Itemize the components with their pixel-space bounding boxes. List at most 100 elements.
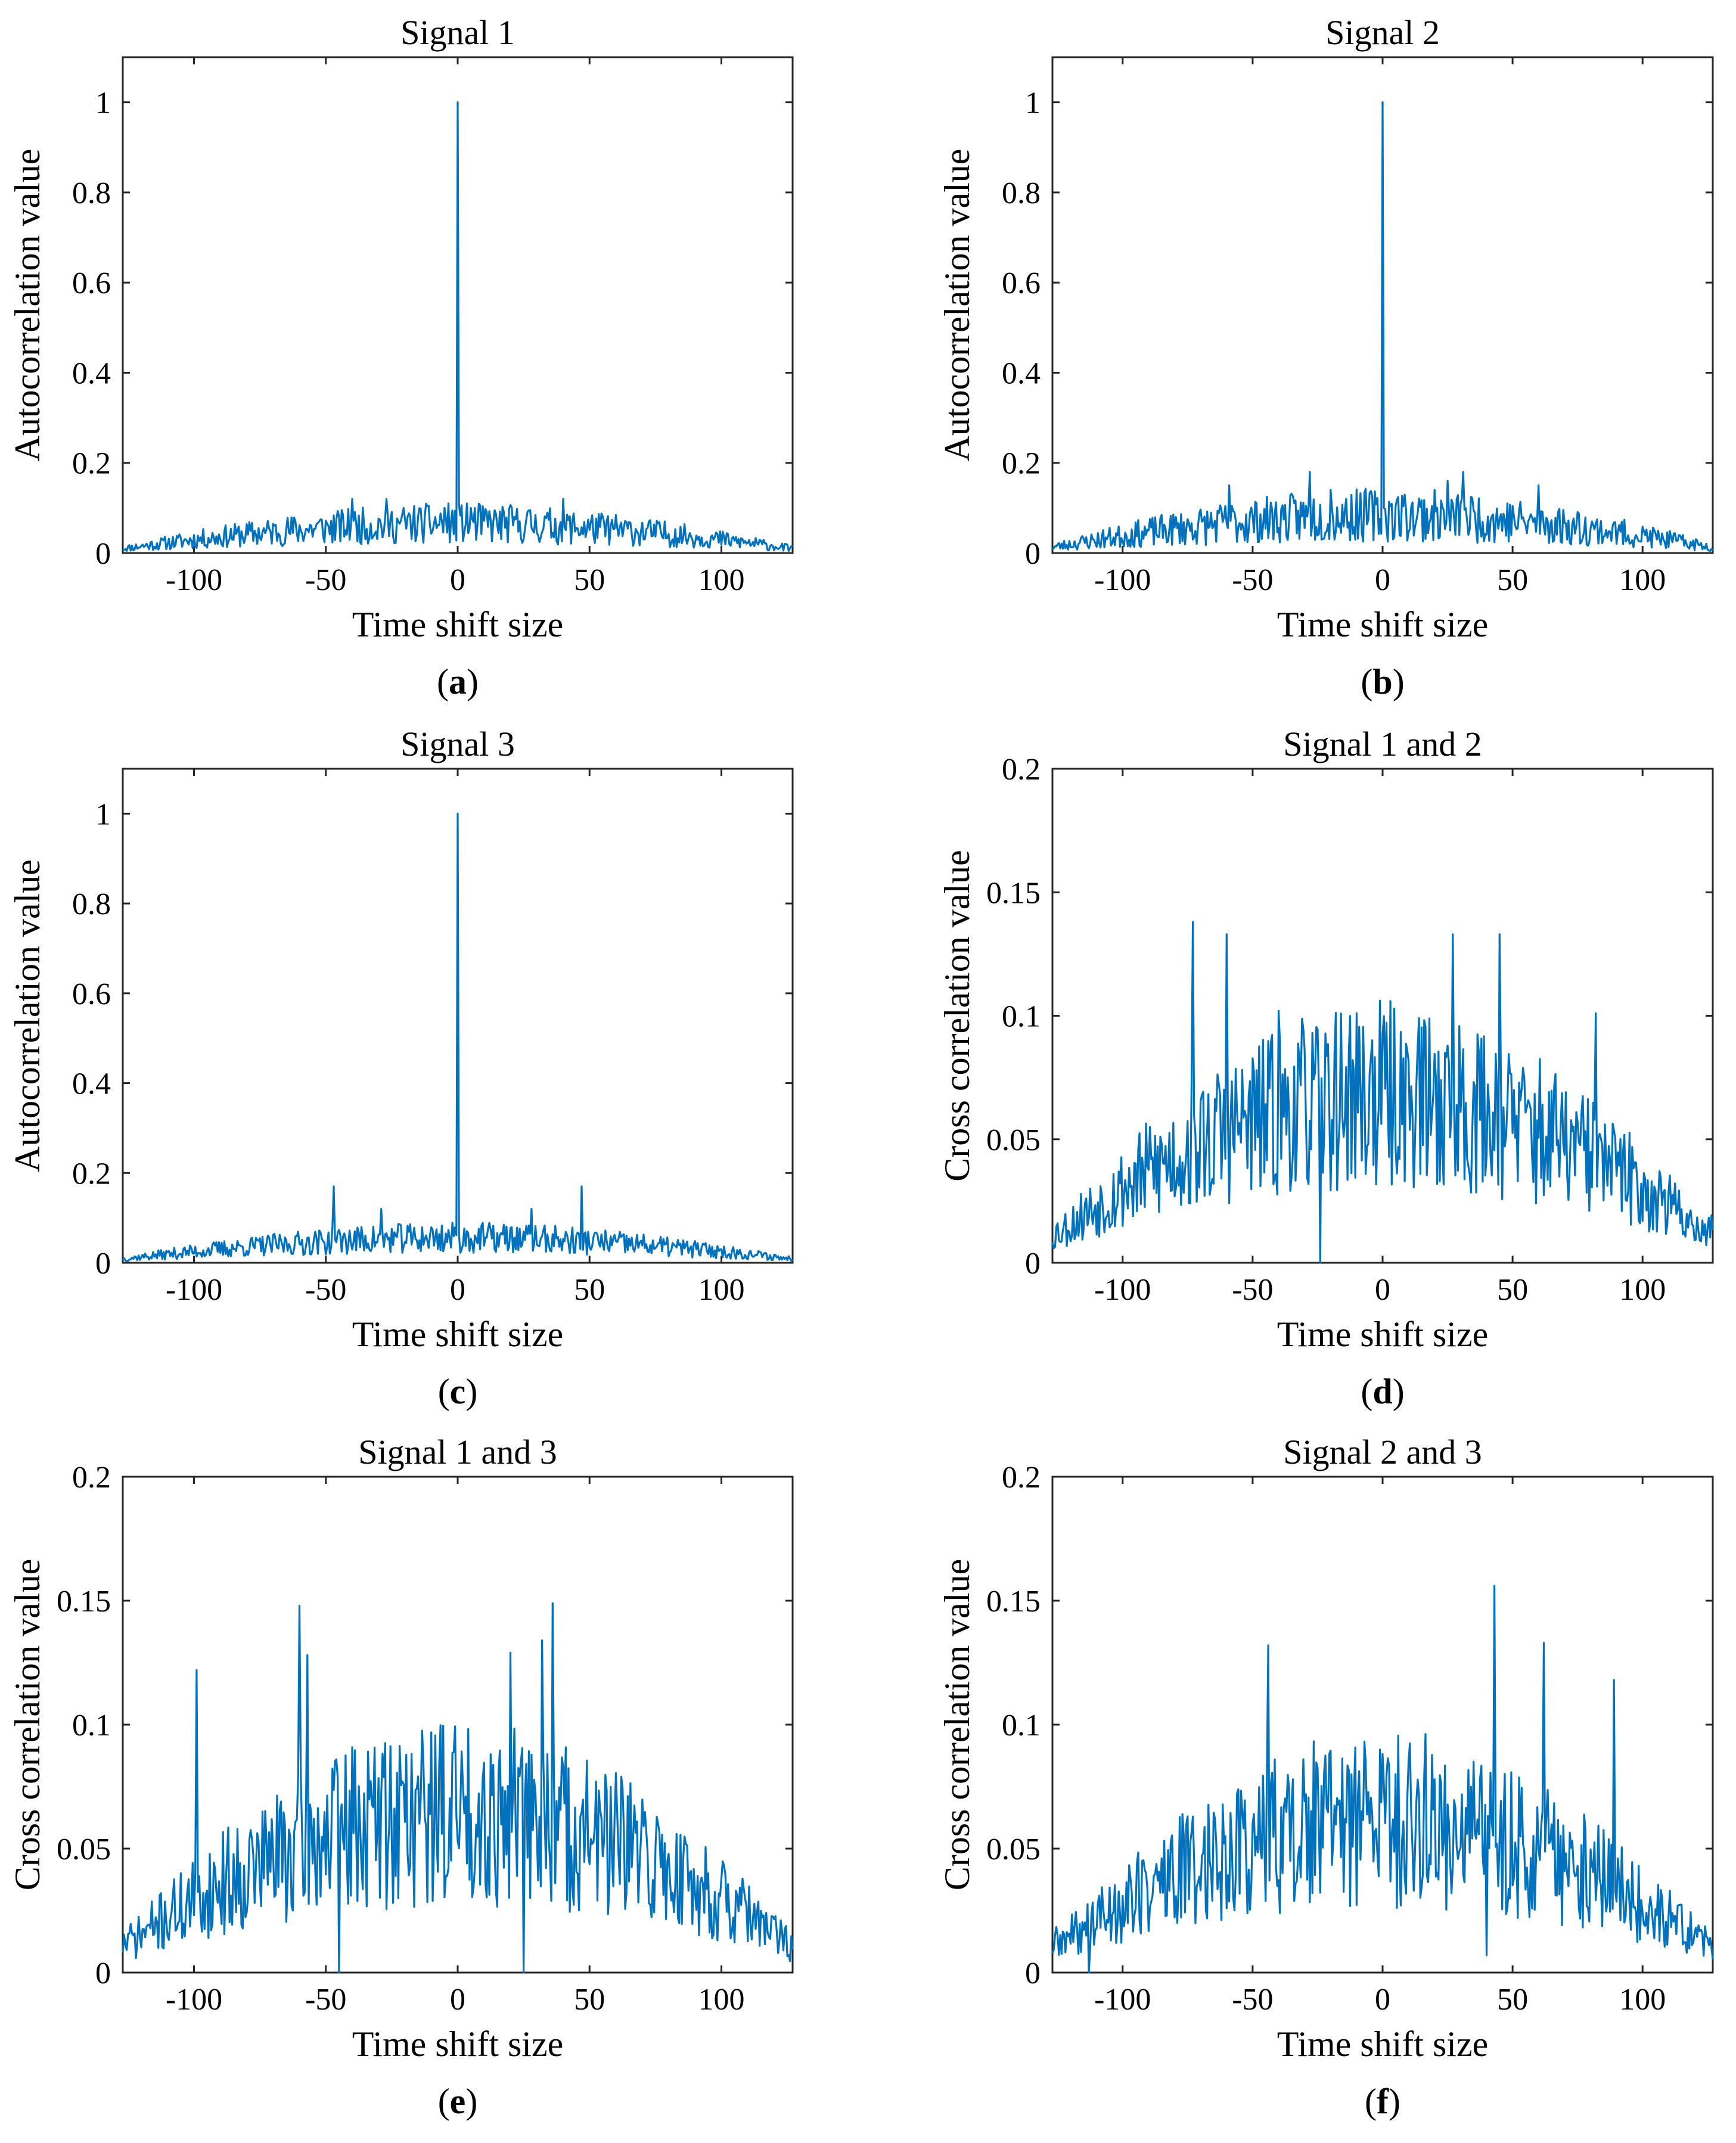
y-tick-label: 0	[95, 537, 111, 571]
x-tick-label: 50	[1497, 563, 1528, 597]
x-tick-label: 0	[1375, 563, 1390, 597]
y-tick-label: 0.4	[72, 356, 111, 390]
y-tick-label: 0.8	[1002, 176, 1041, 210]
y-tick-label: 0.2	[72, 1461, 111, 1495]
y-tick-label: 0.6	[1002, 266, 1041, 300]
series-line	[122, 101, 793, 552]
y-axis-label: Autocorrelation value	[8, 149, 47, 462]
y-tick-label: 1	[95, 86, 111, 120]
plot-frame	[1051, 768, 1714, 1264]
y-tick-label: 0.1	[72, 1709, 111, 1743]
y-tick-label: 0.2	[72, 1157, 111, 1191]
chart-title: Signal 2	[1325, 13, 1440, 52]
y-axis-label: Cross correlation value	[937, 850, 977, 1182]
panel-caption: (d)	[1361, 1372, 1404, 1411]
y-tick-label: 0.15	[986, 876, 1041, 910]
x-tick-label: 100	[1619, 1273, 1666, 1307]
series-line	[1051, 101, 1714, 552]
y-axis-label: Cross correlation value	[937, 1559, 977, 1891]
chart-title: Signal 1 and 2	[1283, 725, 1482, 763]
y-tick-label: 0.05	[986, 1123, 1041, 1157]
series-line	[1051, 1585, 1714, 1974]
x-tick-label: 100	[1619, 1983, 1666, 2017]
panel-d: -100 -50 0 50 100 0 0.05 0.1 0.15 0.2 Signal 1 and…	[937, 725, 1714, 1411]
y-tick-label: 0.6	[72, 977, 111, 1011]
y-tick-label: 0.2	[1002, 1461, 1041, 1495]
chart-title: Signal 2 and 3	[1283, 1433, 1482, 1471]
series-line	[122, 812, 794, 1262]
panel-caption: (e)	[438, 2082, 478, 2121]
x-axis-label: Time shift size	[1277, 605, 1488, 644]
chart-title: Signal 3	[400, 725, 515, 763]
panel-c: -100 -50 0 50 100 0 0.2 0.4 0.6 0.8 1 Signal 3 Time …	[8, 725, 794, 1411]
y-tick-label: 0.8	[72, 176, 111, 210]
x-tick-label: -100	[1094, 1273, 1151, 1307]
x-axis-label: Time shift size	[352, 2024, 563, 2064]
panel-caption: (f)	[1365, 2082, 1400, 2121]
x-tick-label: 100	[698, 1273, 745, 1307]
y-tick-label: 0.2	[1002, 447, 1041, 481]
x-axis-label: Time shift size	[352, 605, 563, 644]
x-tick-label: -100	[166, 1983, 222, 2017]
x-tick-label: 0	[450, 563, 465, 597]
y-axis-label: Autocorrelation value	[8, 859, 47, 1172]
y-tick-label: 0	[95, 1956, 111, 1990]
x-tick-label: -100	[1094, 1983, 1151, 2017]
x-tick-label: 50	[1497, 1273, 1528, 1307]
x-tick-label: -50	[305, 1983, 346, 2017]
chart-title: Signal 1 and 3	[358, 1433, 557, 1471]
y-tick-label: 0.2	[72, 447, 111, 481]
y-tick-label: 0	[95, 1247, 111, 1281]
x-axis-label: Time shift size	[1277, 1315, 1488, 1354]
panel-f: -100 -50 0 50 100 0 0.05 0.1 0.15 0.2 Signal 2 and…	[937, 1433, 1714, 2121]
x-axis-label: Time shift size	[352, 1315, 563, 1354]
x-tick-label: 50	[574, 1273, 605, 1307]
y-tick-label: 0	[1025, 537, 1041, 571]
x-tick-label: -50	[305, 1273, 346, 1307]
y-tick-label: 0.8	[72, 887, 111, 921]
x-tick-label: -50	[1232, 1983, 1273, 2017]
x-tick-label: -100	[166, 563, 222, 597]
x-tick-label: -50	[1232, 563, 1273, 597]
y-axis-label: Cross correlation value	[8, 1559, 47, 1891]
y-tick-label: 0.15	[986, 1585, 1041, 1619]
y-tick-label: 0.6	[72, 266, 111, 300]
x-tick-label: 0	[450, 1983, 465, 2017]
panel-a: -100 -50 0 50 100 0 0.2 0.4 0.6 0.8 1 Signal 1 Time …	[8, 13, 794, 701]
y-tick-label: 0.05	[57, 1833, 111, 1866]
y-tick-label: 1	[1025, 86, 1041, 120]
panel-b: -100 -50 0 50 100 0 0.2 0.4 0.6 0.8 1 Signal 2 Time …	[937, 13, 1714, 701]
y-tick-label: 1	[95, 797, 111, 831]
y-tick-label: 0.4	[72, 1067, 111, 1101]
y-tick-label: 0.15	[57, 1585, 111, 1619]
x-tick-label: 100	[1619, 563, 1666, 597]
x-tick-label: -50	[305, 563, 346, 597]
y-tick-label: 0	[1025, 1956, 1041, 1990]
series-line	[122, 1602, 794, 1974]
y-tick-label: 0	[1025, 1247, 1041, 1281]
y-tick-label: 0.1	[1002, 1000, 1041, 1034]
y-axis-label: Autocorrelation value	[937, 149, 977, 462]
panel-caption: (c)	[438, 1372, 478, 1411]
y-tick-label: 0.2	[1002, 753, 1041, 787]
y-tick-label: 0.4	[1002, 356, 1041, 390]
x-tick-label: -50	[1232, 1273, 1273, 1307]
x-tick-label: 100	[698, 563, 745, 597]
chart-title: Signal 1	[400, 13, 515, 52]
y-tick-label: 0.1	[1002, 1709, 1041, 1743]
panel-caption: (b)	[1361, 662, 1404, 701]
x-tick-label: 50	[574, 1983, 605, 2017]
series-line	[1051, 921, 1714, 1264]
x-tick-label: 0	[1375, 1983, 1390, 2017]
panel-e: -100 -50 0 50 100 0 0.05 0.1 0.15 0.2 Signal 1 and…	[8, 1433, 794, 2121]
x-axis-label: Time shift size	[1277, 2024, 1488, 2064]
x-tick-label: 50	[1497, 1983, 1528, 2017]
x-tick-label: -100	[1094, 563, 1151, 597]
x-tick-label: -100	[166, 1273, 222, 1307]
panel-caption: (a)	[437, 662, 479, 701]
x-tick-label: 0	[1375, 1273, 1390, 1307]
x-tick-label: 100	[698, 1983, 745, 2017]
y-tick-label: 0.05	[986, 1833, 1041, 1866]
x-tick-label: 50	[574, 563, 605, 597]
